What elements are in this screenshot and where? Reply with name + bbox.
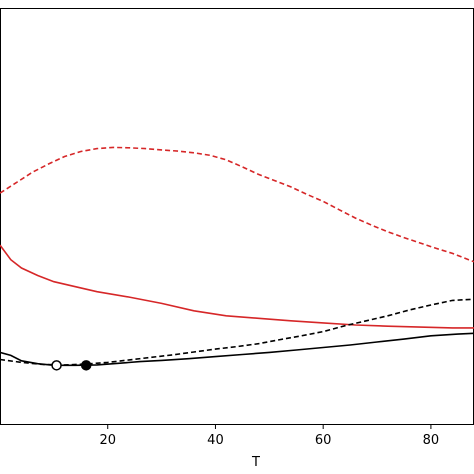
plot-frame	[0, 8, 474, 425]
x-tick-label: 40	[207, 433, 224, 448]
series-line-4	[0, 332, 474, 367]
marker-layer	[51, 360, 92, 371]
series-line-2	[0, 244, 474, 329]
x-tick-label: 60	[315, 433, 332, 448]
x-tick-label: 80	[423, 433, 440, 448]
marker-1	[51, 360, 62, 371]
x-axis-ticks: 20 40 60 80	[99, 424, 439, 448]
series-line-1	[0, 146, 474, 263]
marker-2	[80, 360, 92, 371]
x-tick-label: 20	[99, 433, 116, 448]
axes-frame	[0, 8, 474, 425]
series-layer	[0, 146, 474, 367]
x-axis-label: T	[251, 455, 260, 470]
